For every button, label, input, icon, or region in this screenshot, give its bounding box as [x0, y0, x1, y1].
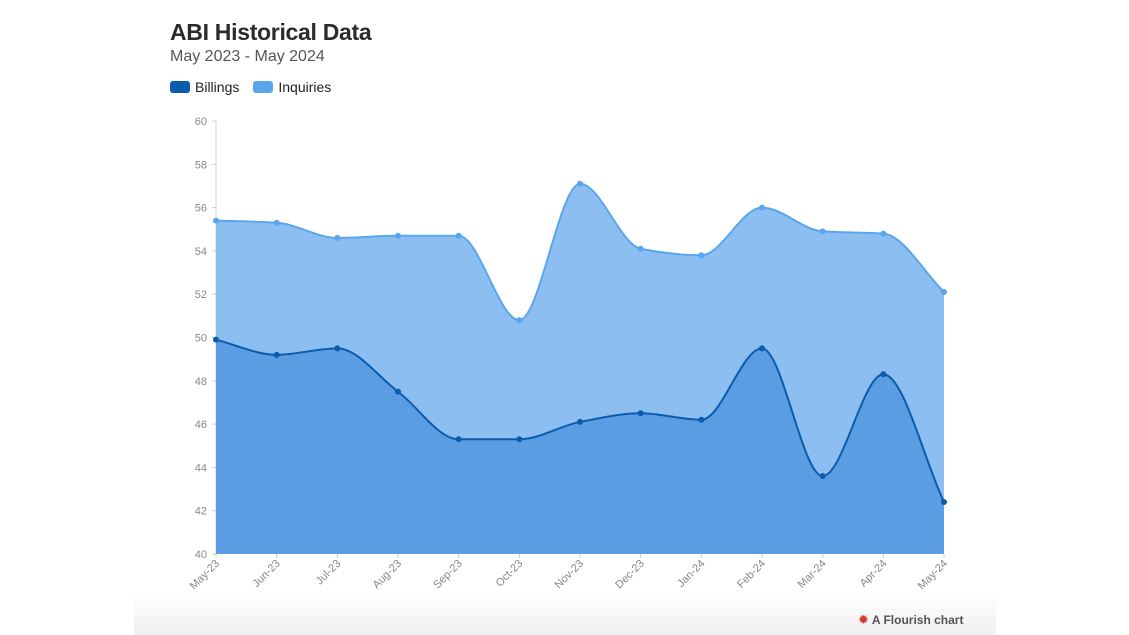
point-inquiries — [213, 217, 219, 224]
point-billings — [273, 351, 280, 358]
point-inquiries — [698, 252, 705, 259]
y-tick-label: 40 — [195, 549, 207, 561]
x-tick-label: May-23 — [188, 558, 222, 592]
y-tick-label: 44 — [195, 462, 207, 474]
x-tick-label: Jan-24 — [675, 558, 707, 590]
x-tick-label: Oct-23 — [494, 558, 526, 590]
y-tick-label: 60 — [195, 116, 207, 128]
y-tick-label: 50 — [195, 333, 207, 345]
point-billings — [819, 473, 826, 480]
legend-item-inquiries[interactable]: Inquiries — [253, 79, 331, 95]
point-billings — [941, 499, 947, 506]
x-tick-label: Dec-23 — [613, 558, 647, 592]
y-tick-label: 42 — [195, 506, 207, 518]
y-tick-label: 54 — [195, 246, 207, 258]
y-tick-label: 46 — [195, 419, 207, 431]
legend-label-inquiries: Inquiries — [278, 79, 332, 95]
point-inquiries — [819, 228, 826, 235]
chart-title: ABI Historical Data — [170, 19, 372, 45]
x-tick-label: Aug-23 — [371, 558, 405, 592]
y-tick-label: 48 — [195, 376, 207, 388]
x-tick-label: May-24 — [916, 558, 950, 592]
flourish-logo-icon: ✹ — [858, 612, 869, 627]
x-tick-label: Apr-24 — [858, 558, 890, 590]
point-billings — [455, 436, 462, 443]
point-billings — [698, 416, 705, 423]
point-billings — [213, 336, 219, 343]
point-billings — [577, 418, 583, 425]
point-inquiries — [880, 230, 887, 237]
legend-item-billings[interactable]: Billings — [170, 79, 239, 95]
y-tick-label: 56 — [195, 203, 207, 215]
point-billings — [759, 345, 765, 352]
point-inquiries — [273, 219, 280, 226]
x-tick-label: Feb-24 — [735, 558, 768, 591]
line-billings — [215, 338, 945, 503]
point-billings — [516, 436, 523, 443]
chart-subtitle: May 2023 - May 2024 — [170, 48, 325, 65]
x-tick-label: Sep-23 — [431, 558, 465, 592]
legend-swatch-billings — [170, 81, 190, 93]
point-billings — [395, 388, 401, 395]
legend-label-billings: Billings — [195, 79, 240, 95]
y-tick-label: 52 — [195, 289, 207, 301]
x-tick-label: Jun-23 — [251, 558, 283, 590]
point-inquiries — [577, 180, 583, 187]
point-inquiries — [759, 204, 765, 211]
x-tick-label: Jul-23 — [314, 558, 344, 588]
y-tick-label: 58 — [195, 159, 207, 171]
point-inquiries — [637, 245, 644, 252]
legend-swatch-inquiries — [253, 81, 274, 93]
point-inquiries — [334, 234, 341, 241]
x-tick-label: Nov-23 — [553, 558, 587, 592]
point-billings — [637, 410, 644, 417]
credit-label: A Flourish chart — [871, 613, 964, 627]
point-inquiries — [395, 232, 401, 239]
flourish-credit[interactable]: ✹ A Flourish chart — [858, 613, 963, 627]
x-tick-label: Mar-24 — [796, 558, 829, 591]
point-inquiries — [941, 289, 947, 296]
footer-band — [134, 590, 996, 635]
point-billings — [880, 371, 887, 378]
point-inquiries — [455, 232, 462, 239]
point-inquiries — [516, 317, 523, 324]
legend: Billings Inquiries — [170, 79, 331, 95]
point-billings — [334, 345, 341, 352]
